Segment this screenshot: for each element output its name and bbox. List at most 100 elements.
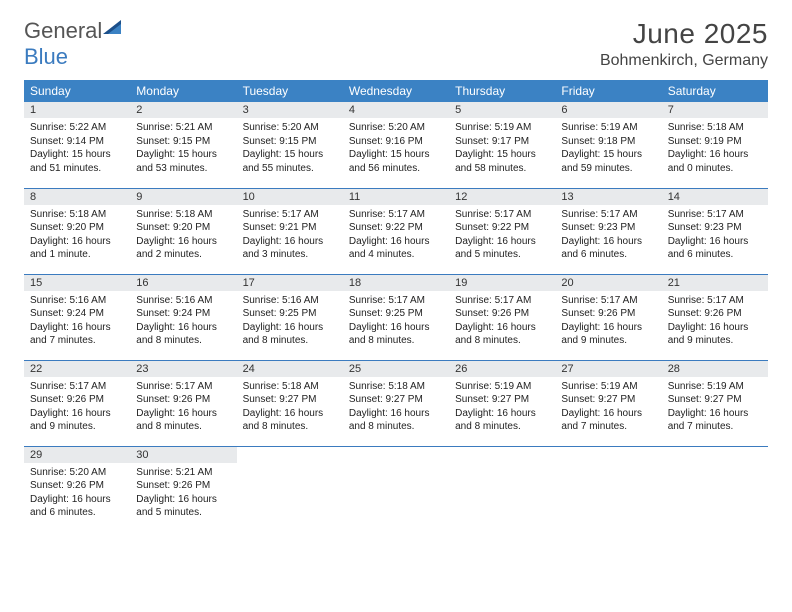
day-number: 2 [130,102,236,118]
day-details: Sunrise: 5:17 AMSunset: 9:22 PMDaylight:… [343,205,449,266]
daylight-label: Daylight: [136,322,178,333]
calendar-day-cell: 20Sunrise: 5:17 AMSunset: 9:26 PMDayligh… [555,274,661,360]
sunrise-value: 5:17 AM [388,295,425,306]
daylight-label: Daylight: [668,236,710,247]
weekday-header: Sunday [24,80,130,102]
sunset-label: Sunset: [561,222,598,233]
sunrise-value: 5:16 AM [69,295,106,306]
day-number: 24 [237,361,343,377]
calendar-day-cell: 16Sunrise: 5:16 AMSunset: 9:24 PMDayligh… [130,274,236,360]
sunset-value: 9:15 PM [173,136,210,147]
day-details: Sunrise: 5:19 AMSunset: 9:17 PMDaylight:… [449,118,555,179]
page-header: General Blue June 2025 Bohmenkirch, Germ… [24,18,768,70]
day-number: 17 [237,275,343,291]
weekday-header-row: Sunday Monday Tuesday Wednesday Thursday… [24,80,768,102]
sunset-value: 9:17 PM [492,136,529,147]
day-details: Sunrise: 5:20 AMSunset: 9:26 PMDaylight:… [24,463,130,524]
sunset-value: 9:27 PM [492,394,529,405]
calendar-week-row: 1Sunrise: 5:22 AMSunset: 9:14 PMDaylight… [24,102,768,188]
day-details: Sunrise: 5:21 AMSunset: 9:15 PMDaylight:… [130,118,236,179]
calendar-day-cell: 25Sunrise: 5:18 AMSunset: 9:27 PMDayligh… [343,360,449,446]
day-number: 11 [343,189,449,205]
day-details: Sunrise: 5:17 AMSunset: 9:21 PMDaylight:… [237,205,343,266]
day-details: Sunrise: 5:17 AMSunset: 9:22 PMDaylight:… [449,205,555,266]
calendar-day-cell: 4Sunrise: 5:20 AMSunset: 9:16 PMDaylight… [343,102,449,188]
sunrise-value: 5:17 AM [601,295,638,306]
sunset-value: 9:26 PM [598,308,635,319]
daylight-label: Daylight: [561,322,603,333]
day-number: 13 [555,189,661,205]
calendar-day-cell: 9Sunrise: 5:18 AMSunset: 9:20 PMDaylight… [130,188,236,274]
daylight-label: Daylight: [243,408,285,419]
location-text: Bohmenkirch, Germany [600,52,768,70]
weekday-header: Wednesday [343,80,449,102]
sunrise-value: 5:19 AM [601,122,638,133]
calendar-table: Sunday Monday Tuesday Wednesday Thursday… [24,80,768,532]
sunrise-value: 5:17 AM [601,209,638,220]
sunset-value: 9:26 PM [173,480,210,491]
day-details: Sunrise: 5:20 AMSunset: 9:16 PMDaylight:… [343,118,449,179]
sunrise-value: 5:22 AM [69,122,106,133]
day-number: 3 [237,102,343,118]
daylight-label: Daylight: [243,149,285,160]
sunrise-value: 5:17 AM [707,209,744,220]
sunset-label: Sunset: [668,308,705,319]
day-number: 4 [343,102,449,118]
day-details: Sunrise: 5:19 AMSunset: 9:27 PMDaylight:… [662,377,768,438]
sunrise-value: 5:19 AM [707,381,744,392]
daylight-label: Daylight: [349,236,391,247]
sunrise-label: Sunrise: [455,122,494,133]
sunrise-label: Sunrise: [30,122,69,133]
sunrise-value: 5:20 AM [388,122,425,133]
sunrise-value: 5:21 AM [176,467,213,478]
brand-logo: General Blue [24,18,121,70]
sunrise-label: Sunrise: [349,381,388,392]
day-details: Sunrise: 5:17 AMSunset: 9:26 PMDaylight:… [555,291,661,352]
sunrise-label: Sunrise: [349,209,388,220]
calendar-day-cell: 6Sunrise: 5:19 AMSunset: 9:18 PMDaylight… [555,102,661,188]
sunset-value: 9:20 PM [67,222,104,233]
month-title: June 2025 [600,18,768,50]
calendar-day-cell: 8Sunrise: 5:18 AMSunset: 9:20 PMDaylight… [24,188,130,274]
day-details: Sunrise: 5:17 AMSunset: 9:23 PMDaylight:… [662,205,768,266]
daylight-label: Daylight: [243,322,285,333]
sunrise-value: 5:17 AM [388,209,425,220]
sunset-value: 9:16 PM [386,136,423,147]
day-details: Sunrise: 5:16 AMSunset: 9:24 PMDaylight:… [130,291,236,352]
sunrise-value: 5:18 AM [176,209,213,220]
sunset-label: Sunset: [30,308,67,319]
sunset-label: Sunset: [561,394,598,405]
daylight-label: Daylight: [30,322,72,333]
sunrise-value: 5:18 AM [707,122,744,133]
sunset-value: 9:15 PM [279,136,316,147]
sunset-value: 9:24 PM [173,308,210,319]
day-number: 8 [24,189,130,205]
sunrise-label: Sunrise: [136,209,175,220]
sunset-label: Sunset: [349,136,386,147]
sunset-value: 9:26 PM [67,394,104,405]
sunset-value: 9:25 PM [386,308,423,319]
sunset-label: Sunset: [30,222,67,233]
weekday-header: Saturday [662,80,768,102]
sunrise-value: 5:18 AM [388,381,425,392]
day-details: Sunrise: 5:22 AMSunset: 9:14 PMDaylight:… [24,118,130,179]
sunset-value: 9:26 PM [173,394,210,405]
calendar-day-cell: 3Sunrise: 5:20 AMSunset: 9:15 PMDaylight… [237,102,343,188]
calendar-day-cell: 30Sunrise: 5:21 AMSunset: 9:26 PMDayligh… [130,446,236,532]
calendar-body: 1Sunrise: 5:22 AMSunset: 9:14 PMDaylight… [24,102,768,532]
daylight-label: Daylight: [668,322,710,333]
sunrise-label: Sunrise: [455,381,494,392]
day-details: Sunrise: 5:16 AMSunset: 9:24 PMDaylight:… [24,291,130,352]
sunrise-label: Sunrise: [561,295,600,306]
daylight-label: Daylight: [455,236,497,247]
sunrise-label: Sunrise: [243,381,282,392]
day-details: Sunrise: 5:16 AMSunset: 9:25 PMDaylight:… [237,291,343,352]
sunset-label: Sunset: [243,222,280,233]
daylight-label: Daylight: [136,236,178,247]
calendar-day-cell: 23Sunrise: 5:17 AMSunset: 9:26 PMDayligh… [130,360,236,446]
calendar-day-cell: 21Sunrise: 5:17 AMSunset: 9:26 PMDayligh… [662,274,768,360]
calendar-day-cell: 10Sunrise: 5:17 AMSunset: 9:21 PMDayligh… [237,188,343,274]
sunrise-value: 5:20 AM [282,122,319,133]
day-details: Sunrise: 5:18 AMSunset: 9:27 PMDaylight:… [237,377,343,438]
day-number: 21 [662,275,768,291]
